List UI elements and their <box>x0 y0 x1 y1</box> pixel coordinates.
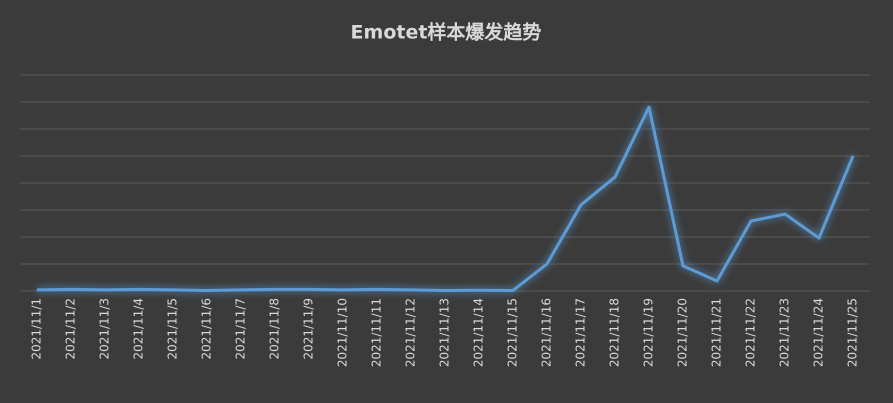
x-tick-label: 2021/11/24 <box>812 298 826 367</box>
x-tick-label: 2021/11/14 <box>472 298 486 367</box>
x-tick-label: 2021/11/2 <box>64 298 78 360</box>
x-tick-label: 2021/11/21 <box>710 298 724 367</box>
x-tick-label: 2021/11/25 <box>846 298 860 367</box>
x-tick-label: 2021/11/9 <box>302 298 316 360</box>
x-tick-label: 2021/11/5 <box>166 298 180 360</box>
x-tick-label: 2021/11/11 <box>370 298 384 367</box>
x-tick-label: 2021/11/16 <box>540 298 554 367</box>
x-tick-label: 2021/11/18 <box>608 298 622 367</box>
x-tick-label: 2021/11/1 <box>30 298 44 360</box>
x-tick-label: 2021/11/20 <box>676 298 690 367</box>
x-tick-label: 2021/11/17 <box>574 298 588 367</box>
x-tick-label: 2021/11/23 <box>778 298 792 367</box>
chart-title: Emotet样本爆发趋势 <box>351 21 542 44</box>
x-tick-label: 2021/11/22 <box>744 298 758 367</box>
x-tick-label: 2021/11/15 <box>506 298 520 367</box>
x-tick-label: 2021/11/12 <box>404 298 418 367</box>
x-tick-label: 2021/11/10 <box>336 298 350 367</box>
x-tick-label: 2021/11/13 <box>438 298 452 367</box>
x-tick-label: 2021/11/6 <box>200 298 214 360</box>
x-tick-label: 2021/11/4 <box>132 298 146 360</box>
x-tick-label: 2021/11/3 <box>98 298 112 360</box>
x-tick-label: 2021/11/19 <box>642 298 656 367</box>
x-tick-label: 2021/11/8 <box>268 298 282 360</box>
line <box>36 105 855 292</box>
x-tick-label: 2021/11/7 <box>234 298 248 360</box>
